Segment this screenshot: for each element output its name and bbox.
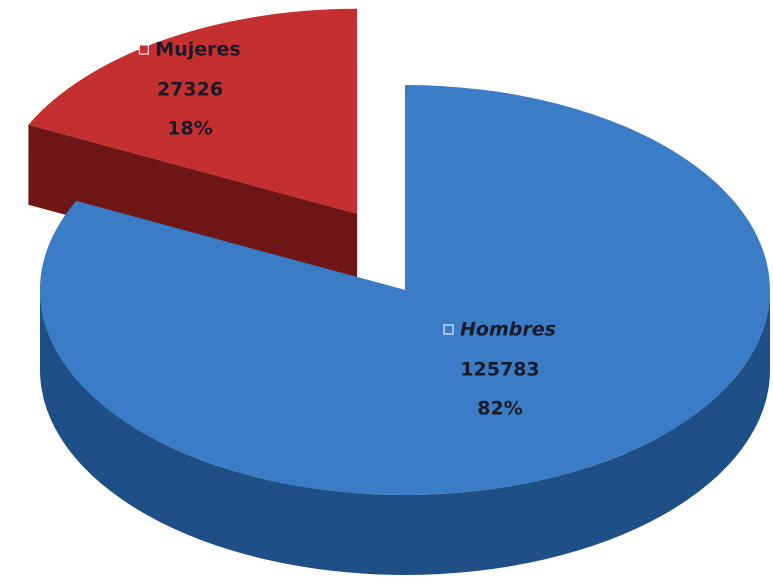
slice-cut-face xyxy=(28,124,358,294)
slice-value-label: 125783 xyxy=(460,359,539,381)
slice xyxy=(39,85,770,495)
slice-percent-label: 18% xyxy=(167,118,212,140)
slice-side xyxy=(40,290,770,575)
legend-marker xyxy=(138,44,149,55)
slice-category-label: Hombres xyxy=(460,319,556,341)
slice-percent-label: 82% xyxy=(477,398,522,420)
slice-value-label: 27326 xyxy=(157,79,223,101)
legend-marker xyxy=(443,324,454,335)
slice-category-label: Mujeres xyxy=(155,39,240,61)
slice xyxy=(28,8,358,214)
